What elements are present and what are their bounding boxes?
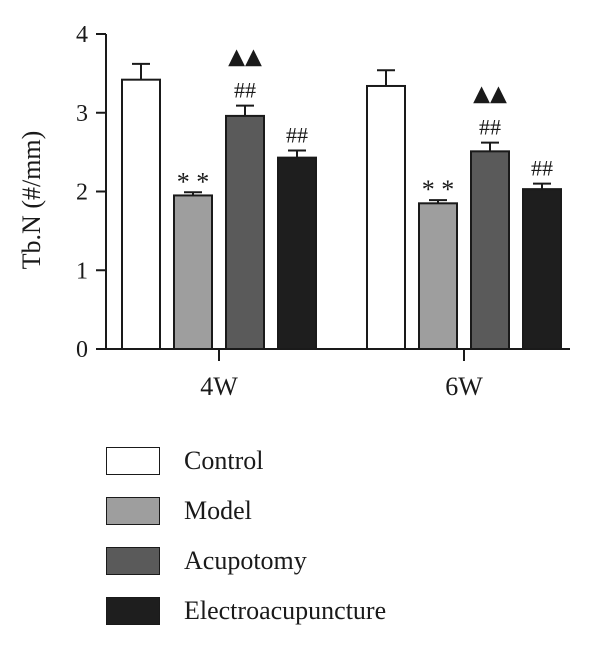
legend-item-electroacupuncture: Electroacupuncture — [106, 586, 386, 636]
legend-label-control: Control — [184, 446, 264, 475]
bar — [277, 156, 317, 350]
y-tick-label: 1 — [76, 258, 88, 284]
bar — [121, 78, 161, 351]
y-tick-label: 0 — [76, 337, 88, 363]
significance-marker: ## — [479, 115, 501, 140]
significance-marker: ## — [531, 156, 553, 181]
bar — [418, 202, 458, 350]
legend-item-acupotomy: Acupotomy — [106, 536, 386, 586]
legend-swatch-electroacupuncture — [106, 597, 160, 625]
legend-swatch-control — [106, 447, 160, 475]
significance-marker: ▲▲ — [473, 82, 507, 107]
legend-label-model: Model — [184, 496, 252, 525]
y-tick-label: 4 — [76, 22, 88, 48]
bar-chart: 0 1 2 3 4 4W 6W * * ## ▲▲ ## * * ## ▲▲ ## Tb.N (#/mm) — [17, 22, 570, 401]
x-tick-label: 4W — [200, 372, 238, 401]
significance-marker: ## — [286, 123, 308, 148]
bar — [470, 150, 510, 350]
bar — [225, 114, 265, 351]
legend-item-model: Model — [106, 486, 386, 536]
bar — [173, 194, 213, 350]
bar — [522, 188, 562, 350]
legend-swatch-acupotomy — [106, 547, 160, 575]
x-tick-label: 6W — [445, 372, 483, 401]
significance-marker: * * — [422, 175, 455, 204]
significance-marker: ▲▲ — [228, 45, 262, 70]
y-tick-label: 2 — [76, 180, 88, 206]
legend-swatch-model — [106, 497, 160, 525]
legend-label-acupotomy: Acupotomy — [184, 546, 307, 575]
y-tick-label: 3 — [76, 101, 88, 127]
significance-marker: ## — [234, 78, 256, 103]
chart-bars: * * ## ▲▲ ## * * ## ▲▲ ## — [121, 45, 562, 351]
chart-legend: Control Model Acupotomy Electroacupunctu… — [106, 436, 386, 636]
significance-marker: * * — [177, 167, 210, 196]
legend-item-control: Control — [106, 436, 386, 486]
bar — [366, 84, 406, 350]
y-axis-label: Tb.N (#/mm) — [17, 131, 46, 270]
legend-label-electroacupuncture: Electroacupuncture — [184, 596, 387, 625]
